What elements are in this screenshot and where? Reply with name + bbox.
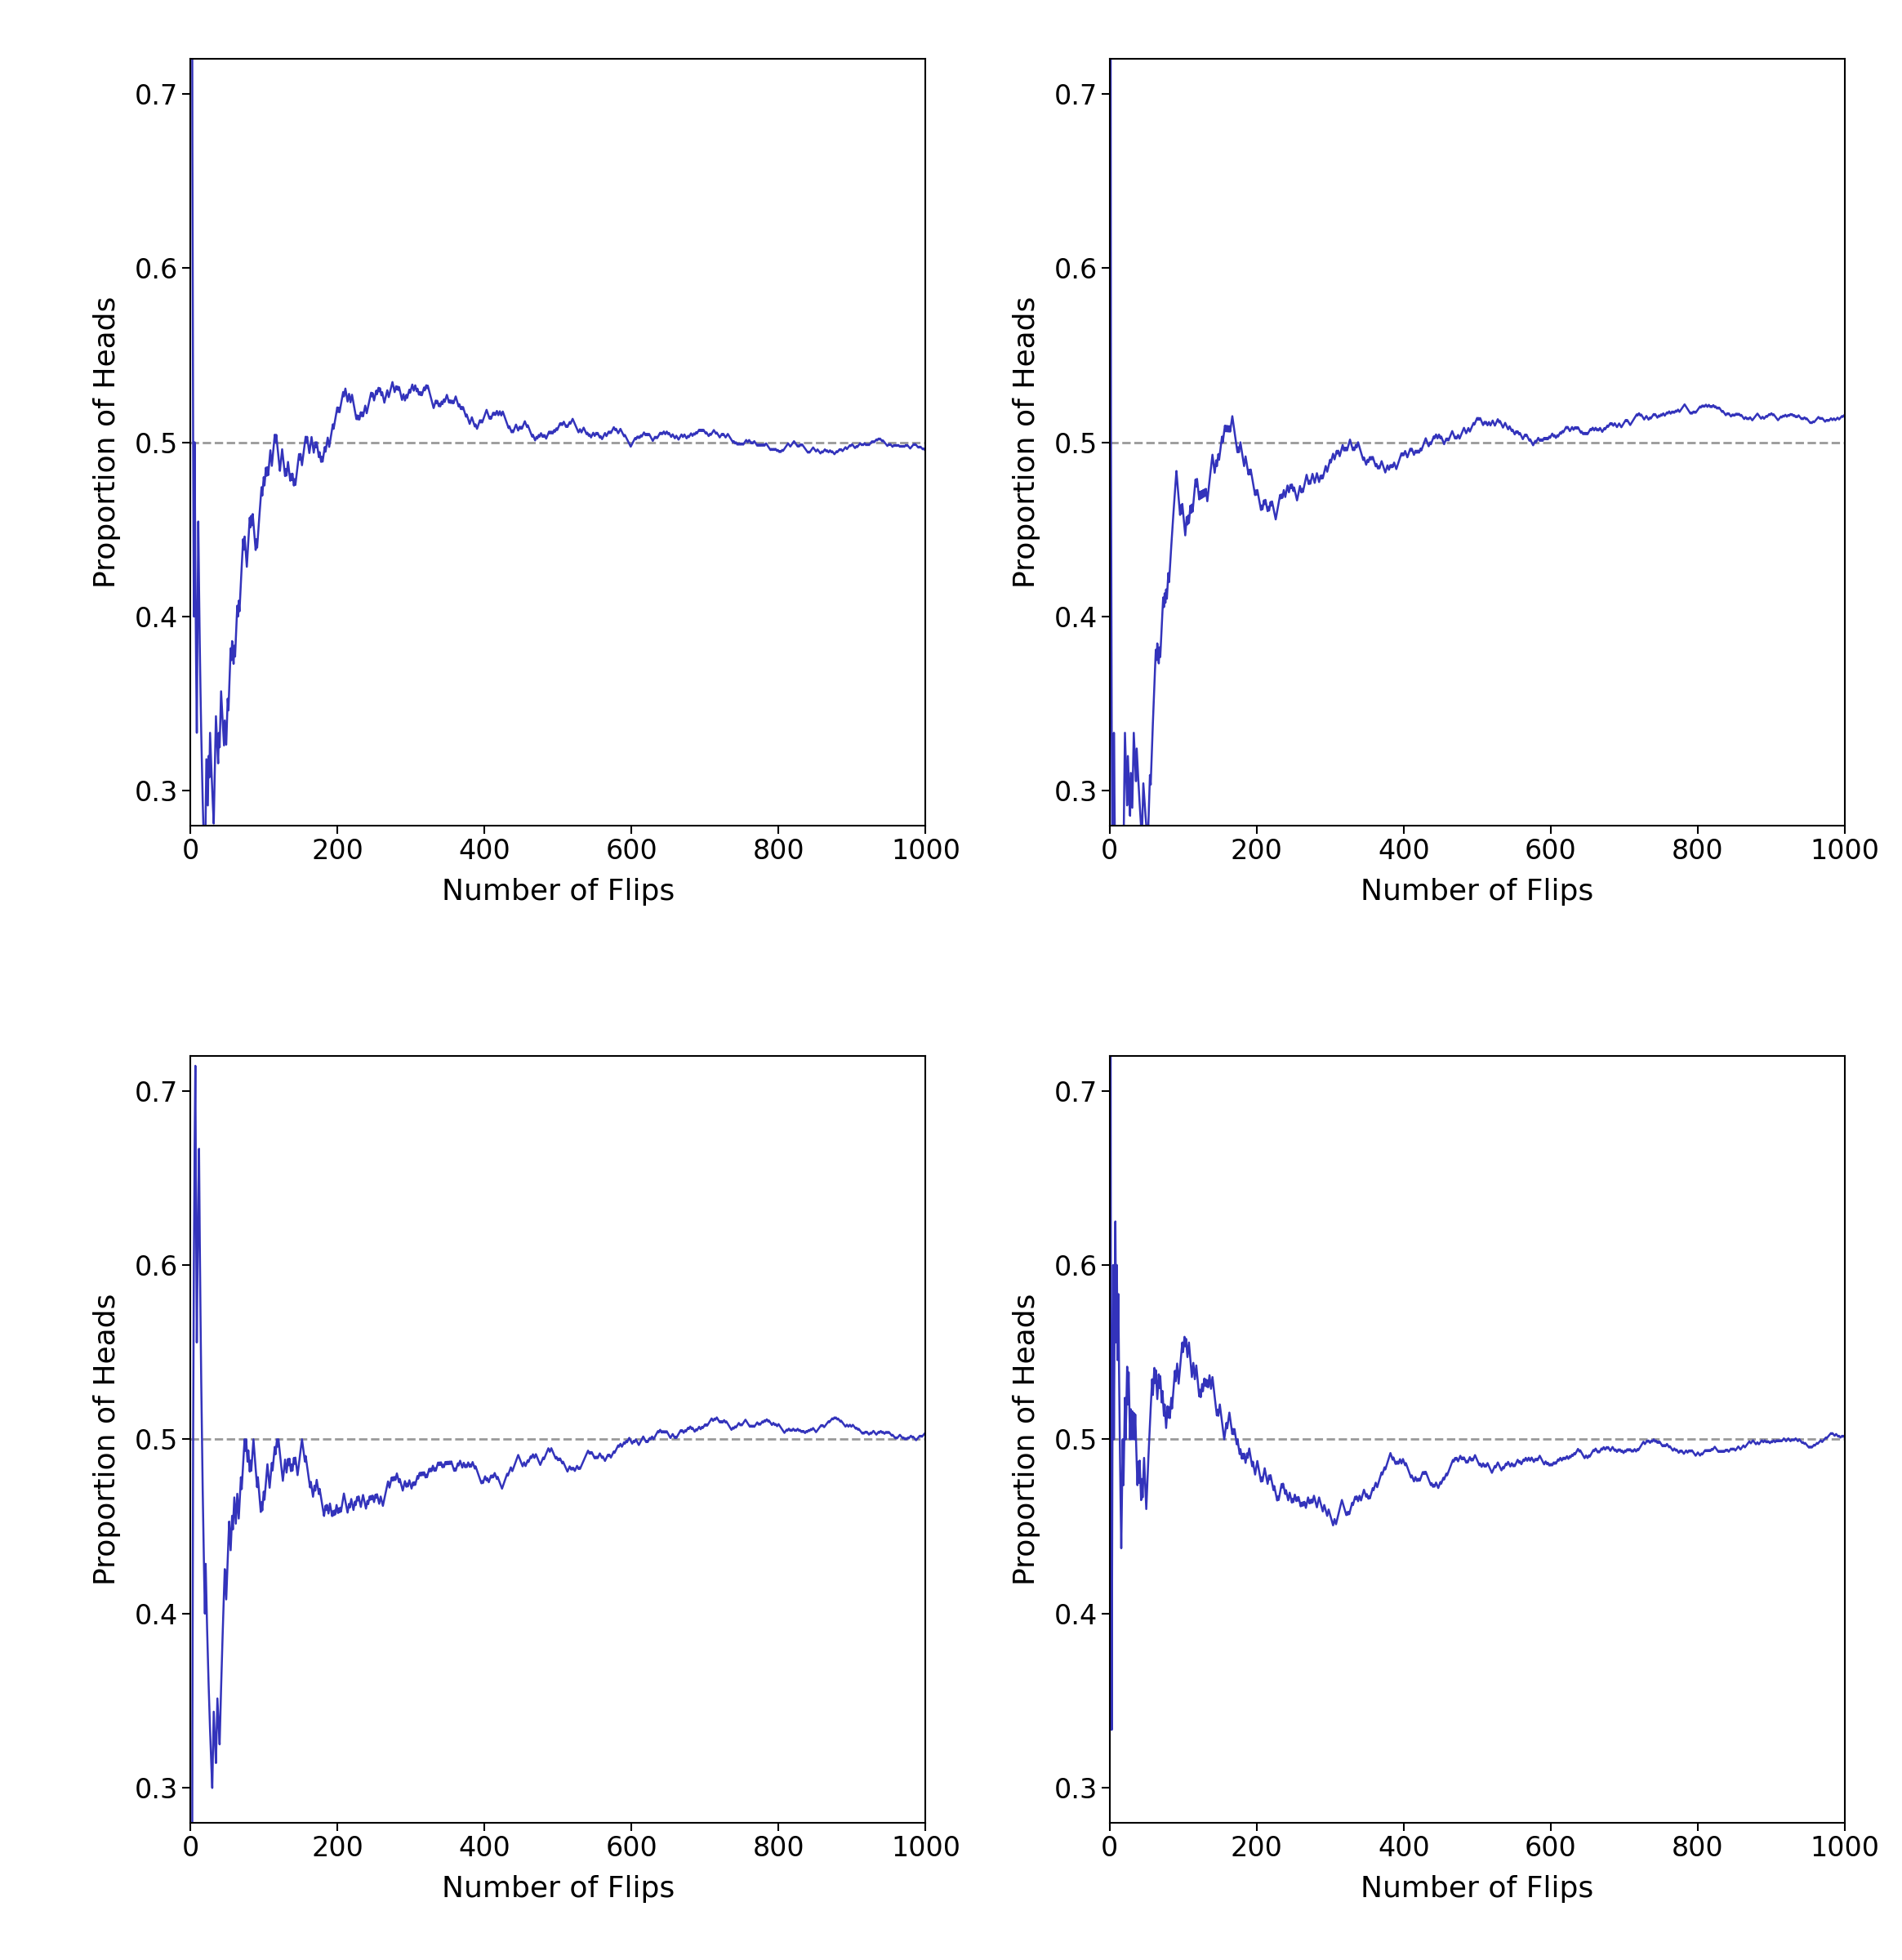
Y-axis label: Proportion of Heads: Proportion of Heads bbox=[93, 1294, 122, 1586]
X-axis label: Number of Flips: Number of Flips bbox=[1360, 1876, 1594, 1903]
Y-axis label: Proportion of Heads: Proportion of Heads bbox=[1012, 1294, 1040, 1586]
Y-axis label: Proportion of Heads: Proportion of Heads bbox=[1012, 296, 1040, 588]
X-axis label: Number of Flips: Number of Flips bbox=[441, 878, 675, 906]
X-axis label: Number of Flips: Number of Flips bbox=[441, 1876, 675, 1903]
Y-axis label: Proportion of Heads: Proportion of Heads bbox=[93, 296, 122, 588]
X-axis label: Number of Flips: Number of Flips bbox=[1360, 878, 1594, 906]
